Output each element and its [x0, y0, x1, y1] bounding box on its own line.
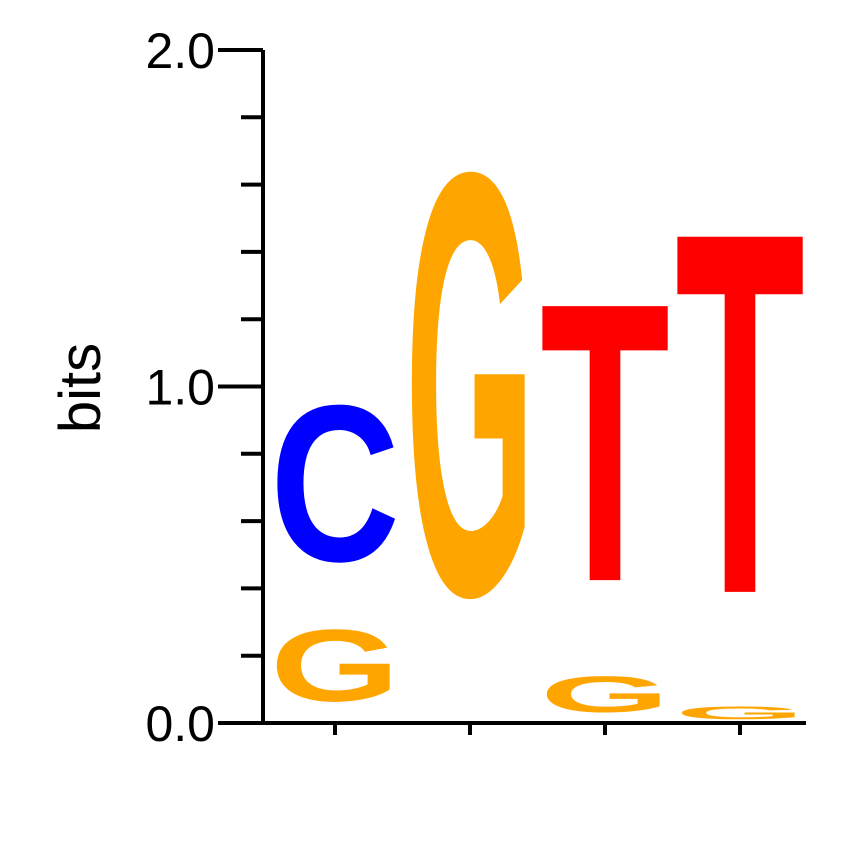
logo-letter-t: T	[675, 125, 805, 702]
y-tick-label: 2.0	[145, 23, 215, 79]
logo-letter-g: G	[405, 47, 535, 722]
logo-letter-g: G	[540, 666, 670, 723]
logo-letter-g: G	[270, 608, 400, 723]
logo-letter-t: T	[540, 220, 670, 665]
y-axis: 0.0 1.0 2.0	[145, 23, 265, 752]
y-tick-label: 1.0	[145, 360, 215, 416]
y-axis-title: bits	[48, 343, 113, 433]
y-tick-label: 0.0	[145, 696, 215, 752]
logo-letter-c: C	[270, 358, 400, 608]
logo-letter-g: G	[675, 703, 805, 723]
x-axis	[261, 721, 806, 735]
